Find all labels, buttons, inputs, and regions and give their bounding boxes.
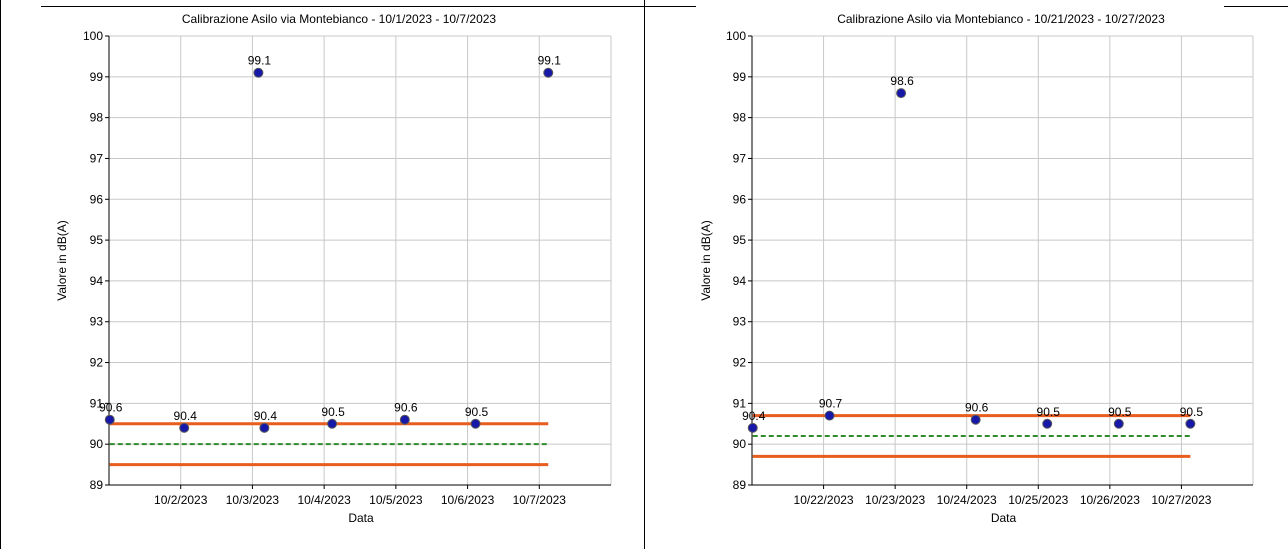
data-point xyxy=(179,422,190,433)
x-tick-label: 10/22/2023 xyxy=(794,493,854,507)
y-tick-label: 99 xyxy=(733,70,747,84)
data-point xyxy=(1113,418,1124,429)
x-tick-label: 10/24/2023 xyxy=(937,493,997,507)
x-tick-label: 10/5/2023 xyxy=(369,493,423,507)
y-tick-label: 94 xyxy=(733,274,747,288)
data-point xyxy=(747,422,758,433)
data-point xyxy=(470,418,481,429)
y-tick-label: 93 xyxy=(90,315,104,329)
y-axis-label: Valore in dB(A) xyxy=(55,220,69,300)
data-label: 90.5 xyxy=(321,405,345,419)
y-tick-label: 96 xyxy=(733,192,747,206)
y-tick-label: 98 xyxy=(90,111,104,125)
data-point xyxy=(104,414,115,425)
y-tick-label: 94 xyxy=(90,274,104,288)
data-label: 90.5 xyxy=(1180,405,1204,419)
data-label: 90.5 xyxy=(1037,405,1061,419)
data-label: 99.1 xyxy=(538,54,562,68)
y-tick-label: 95 xyxy=(733,233,747,247)
x-axis-label: Data xyxy=(991,511,1017,525)
x-tick-label: 10/23/2023 xyxy=(865,493,925,507)
y-tick-label: 98 xyxy=(733,111,747,125)
data-label: 98.6 xyxy=(890,74,914,88)
data-point xyxy=(970,414,981,425)
y-tick-label: 96 xyxy=(90,192,104,206)
chart-title: Calibrazione Asilo via Montebianco - 10/… xyxy=(182,12,497,26)
data-label: 90.4 xyxy=(174,409,198,423)
x-tick-label: 10/6/2023 xyxy=(441,493,495,507)
y-axis-label: Valore in dB(A) xyxy=(699,220,713,300)
top-divider-left xyxy=(646,6,696,7)
x-tick-label: 10/7/2023 xyxy=(513,493,567,507)
data-point xyxy=(1185,418,1196,429)
x-tick-label: 10/26/2023 xyxy=(1080,493,1140,507)
x-tick-label: 10/25/2023 xyxy=(1008,493,1068,507)
data-label: 90.5 xyxy=(1108,405,1132,419)
data-point xyxy=(824,410,835,421)
y-tick-label: 91 xyxy=(733,396,747,410)
x-tick-label: 10/4/2023 xyxy=(297,493,351,507)
y-tick-label: 97 xyxy=(90,151,104,165)
data-label: 90.6 xyxy=(394,401,418,415)
top-divider-right xyxy=(1224,6,1288,7)
y-tick-label: 92 xyxy=(733,356,747,370)
data-point xyxy=(253,67,264,78)
y-tick-label: 90 xyxy=(90,437,104,451)
data-point xyxy=(1042,418,1053,429)
data-label: 90.4 xyxy=(742,409,766,423)
chart-svg: Calibrazione Asilo via Montebianco - 10/… xyxy=(699,12,1254,525)
data-point xyxy=(896,88,907,99)
x-tick-label: 10/27/2023 xyxy=(1151,493,1211,507)
y-tick-label: 92 xyxy=(90,356,104,370)
data-point xyxy=(259,422,270,433)
x-tick-label: 10/2/2023 xyxy=(154,493,208,507)
data-point xyxy=(399,414,410,425)
y-tick-label: 95 xyxy=(90,233,104,247)
data-label: 90.5 xyxy=(465,405,489,419)
chart-svg: Calibrazione Asilo via Montebianco - 10/… xyxy=(55,12,612,525)
x-axis-label: Data xyxy=(348,511,374,525)
chart-panel-left: Calibrazione Asilo via Montebianco - 10/… xyxy=(0,0,646,549)
top-divider xyxy=(41,6,646,7)
y-tick-label: 90 xyxy=(733,437,747,451)
data-label: 90.6 xyxy=(965,401,989,415)
data-label: 90.4 xyxy=(254,409,278,423)
data-label: 90.6 xyxy=(99,401,123,415)
y-tick-label: 89 xyxy=(733,478,747,492)
y-tick-label: 99 xyxy=(90,70,104,84)
y-tick-label: 97 xyxy=(733,151,747,165)
y-tick-label: 100 xyxy=(83,29,103,43)
data-point xyxy=(327,418,338,429)
y-tick-label: 93 xyxy=(733,315,747,329)
chart-title: Calibrazione Asilo via Montebianco - 10/… xyxy=(837,12,1165,26)
data-label: 99.1 xyxy=(248,54,272,68)
data-point xyxy=(543,67,554,78)
y-tick-label: 91 xyxy=(90,396,104,410)
chart-panel-right: Calibrazione Asilo via Montebianco - 10/… xyxy=(646,0,1288,549)
y-tick-label: 100 xyxy=(726,29,746,43)
x-tick-label: 10/3/2023 xyxy=(226,493,280,507)
data-label: 90.7 xyxy=(819,397,843,411)
y-tick-label: 89 xyxy=(90,478,104,492)
